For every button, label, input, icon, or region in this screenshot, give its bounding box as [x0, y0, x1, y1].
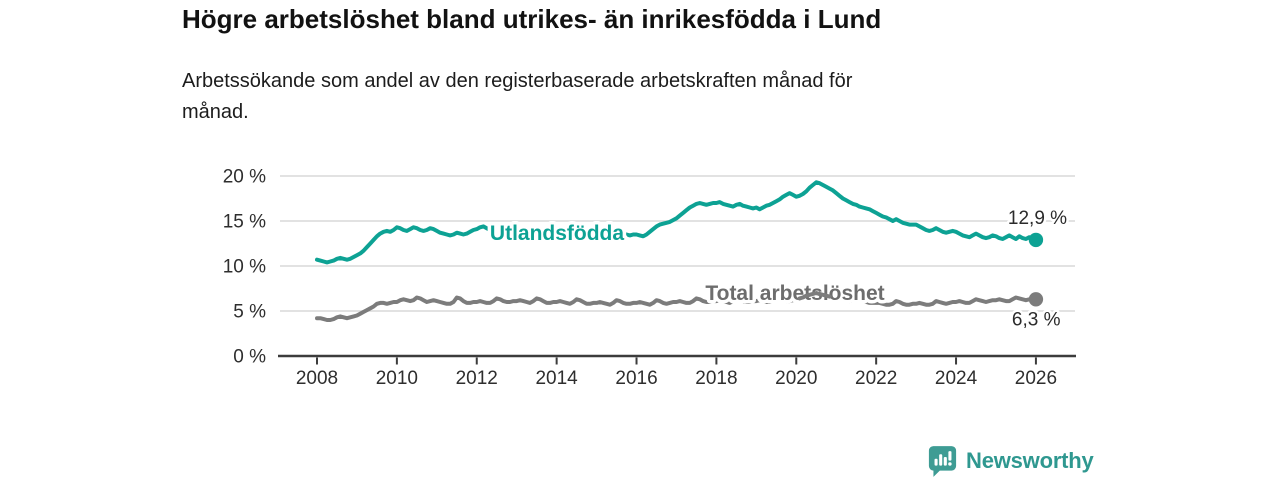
x-axis-label-2022: 2022 — [855, 368, 897, 389]
y-axis-label-20: 20 % — [223, 167, 266, 188]
x-axis-label-2016: 2016 — [615, 368, 657, 389]
utlandsfodda-series-label: Utlandsfödda — [490, 222, 624, 245]
x-axis-label-2020: 2020 — [775, 368, 817, 389]
newsworthy-logo-icon — [928, 445, 957, 477]
utlandsfodda-line — [315, 180, 1038, 265]
chart-subtitle-line2: månad. — [182, 101, 249, 123]
chart-title: Högre arbetslöshet bland utrikes- än inr… — [182, 4, 882, 34]
total-arbetsloshet-line — [315, 291, 1038, 322]
newsworthy-logo-text: Newsworthy — [966, 448, 1094, 473]
total-arbetsloshet-2020-peak-segment — [797, 291, 832, 301]
y-axis-label-10: 10 % — [223, 257, 266, 278]
total-arbetsloshet-end-dot — [1028, 292, 1044, 307]
chart-subtitle-line1: Arbetssökande som andel av den registerb… — [182, 70, 853, 92]
x-axis-label-2018: 2018 — [695, 368, 737, 389]
utlandsfodda-end-dot — [1028, 232, 1044, 248]
x-axis-label-2008: 2008 — [296, 368, 338, 389]
newsworthy-logo[interactable]: Newsworthy — [928, 443, 1094, 479]
x-axis-label-2026: 2026 — [1015, 368, 1057, 389]
chart-subtitle: Arbetssökande som andel av den registerb… — [182, 66, 1082, 128]
total-arbetsloshet-series-label: Total arbetslöshet — [705, 282, 884, 305]
x-axis-label-2012: 2012 — [456, 368, 498, 389]
x-axis-label-2014: 2014 — [535, 368, 578, 389]
y-axis-label-5: 5 % — [233, 302, 266, 323]
utlandsfodda-end-value-label: 12,9 % — [1008, 208, 1067, 229]
total-arbetsloshet-end-value-label: 6,3 % — [1012, 309, 1061, 330]
x-axis-label-2024: 2024 — [935, 368, 978, 389]
x-axis-label-2010: 2010 — [376, 368, 418, 389]
y-axis-label-0: 0 % — [233, 347, 266, 368]
y-axis-label-15: 15 % — [223, 212, 266, 233]
